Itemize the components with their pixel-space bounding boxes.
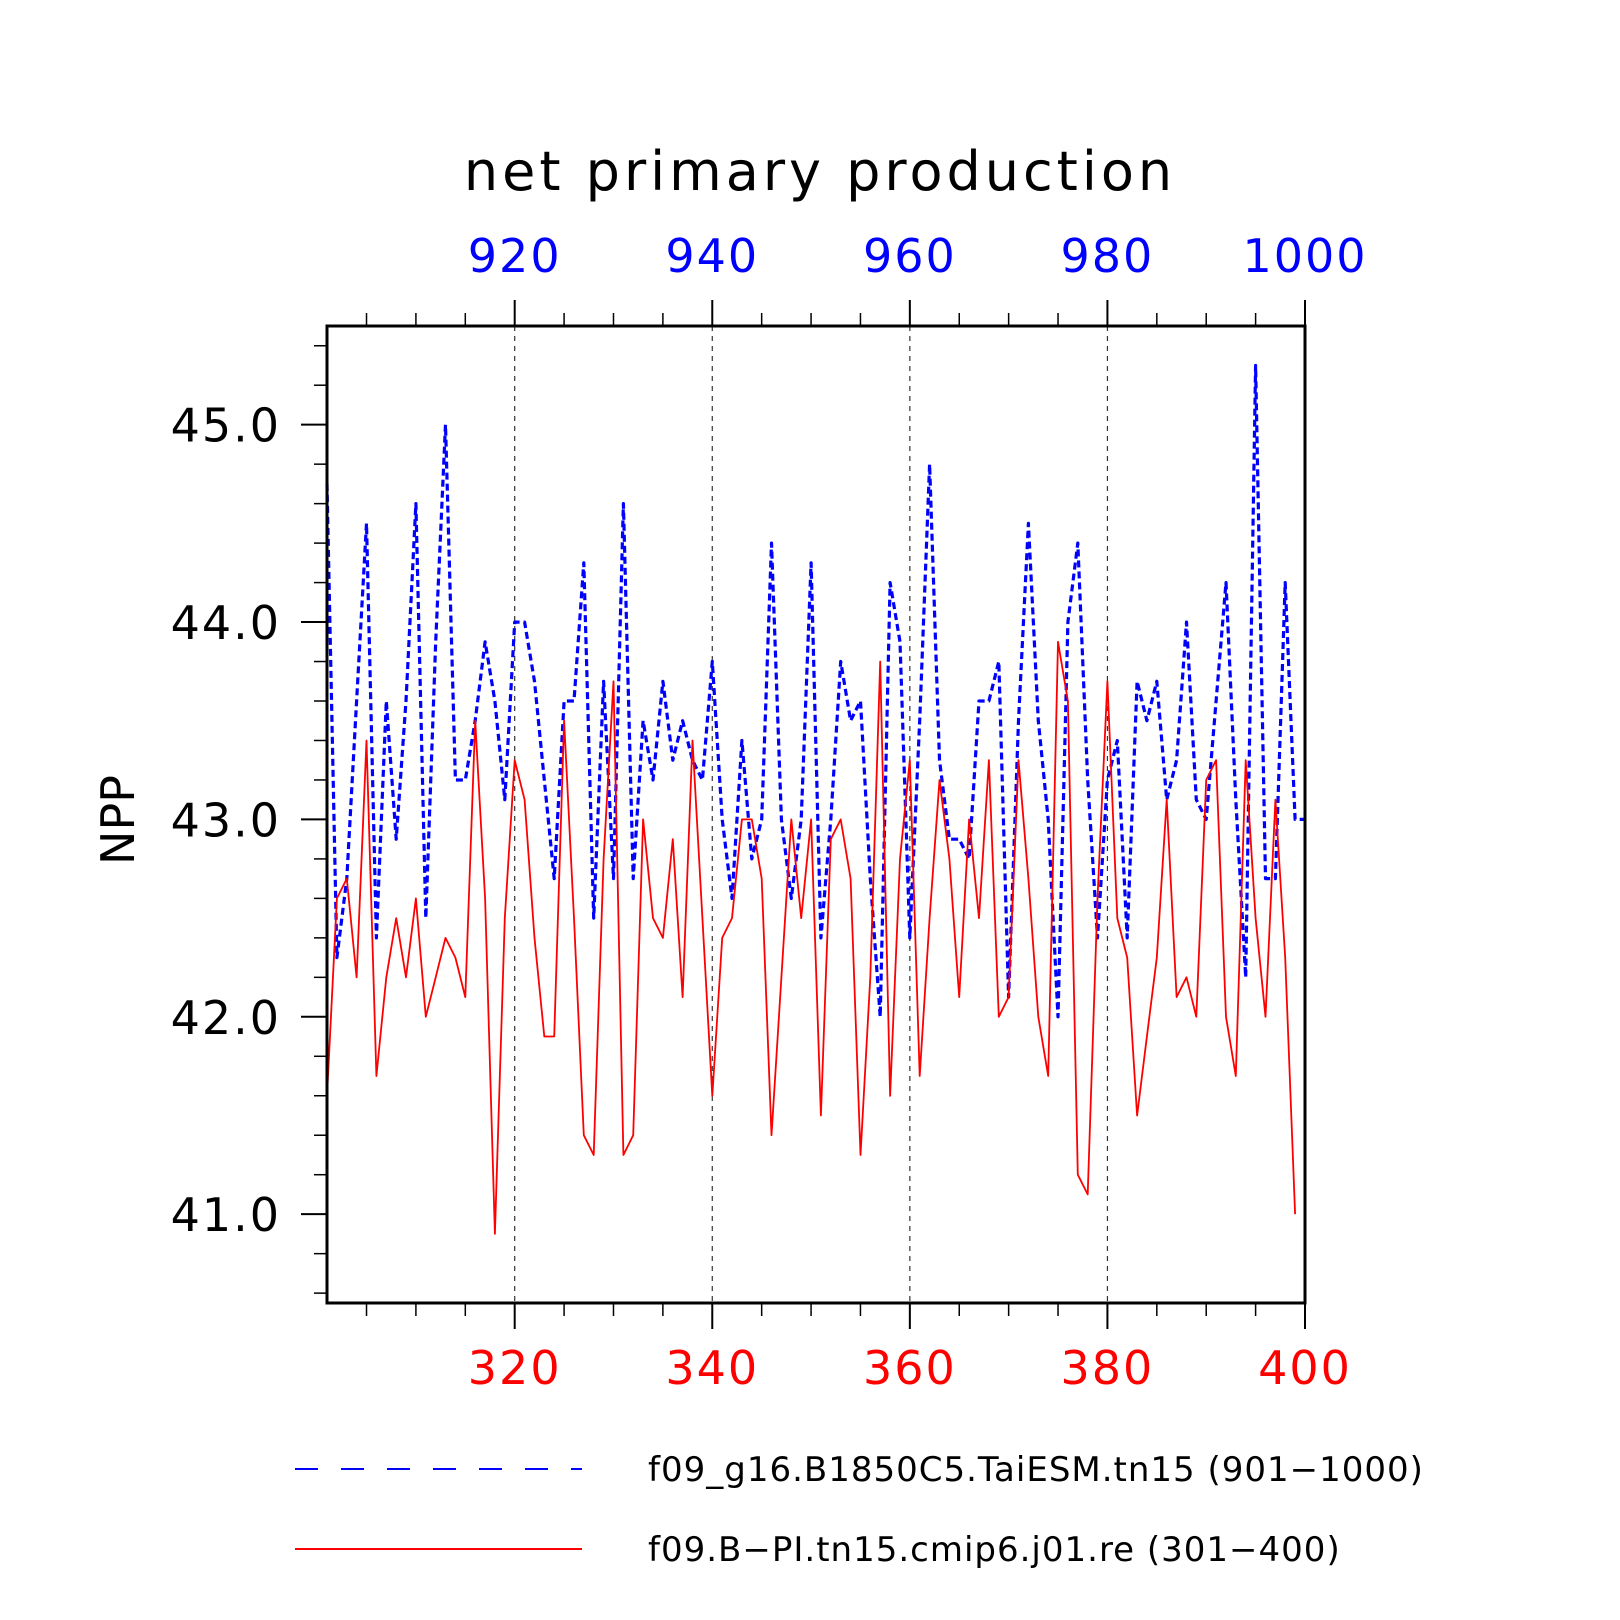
top-tick-label: 960 — [863, 229, 957, 283]
legend-label-2: f09.B−PI.tn15.cmip6.j01.re (301−400) — [648, 1530, 1341, 1570]
chart-title: net primary production — [464, 140, 1176, 203]
series-line-2 — [326, 640, 1296, 1235]
series-lines — [325, 363, 1305, 1235]
y-tick-label: 45.0 — [171, 399, 281, 453]
grid-lines — [514, 326, 1109, 1303]
bottom-tick-label: 360 — [863, 1341, 957, 1395]
y-tick-label: 41.0 — [171, 1188, 281, 1242]
legend-label-1: f09_g16.B1850C5.TaiESM.tn15 (901−1000) — [648, 1450, 1424, 1490]
top-tick-label: 1000 — [1242, 229, 1367, 283]
top-tick-label: 920 — [468, 229, 562, 283]
bottom-tick-label: 320 — [468, 1341, 562, 1395]
bottom-tick-label: 340 — [665, 1341, 759, 1395]
legend: f09_g16.B1850C5.TaiESM.tn15 (901−1000) f0… — [295, 1450, 1424, 1570]
y-axis-label: NPP — [91, 775, 145, 865]
top-tick-label: 940 — [665, 229, 759, 283]
y-tick-label: 42.0 — [171, 991, 281, 1045]
bottom-tick-label: 380 — [1061, 1341, 1155, 1395]
top-tick-label: 980 — [1061, 229, 1155, 283]
axes: 41.0 42.0 43.0 44.0 45.0 320 340 360 380 400 920 94… — [171, 229, 1367, 1395]
series-line-1 — [325, 363, 1305, 1019]
y-tick-label: 44.0 — [171, 596, 281, 650]
y-tick-label: 43.0 — [171, 793, 281, 847]
plot-frame — [325, 324, 1307, 1305]
bottom-tick-label: 400 — [1258, 1341, 1352, 1395]
